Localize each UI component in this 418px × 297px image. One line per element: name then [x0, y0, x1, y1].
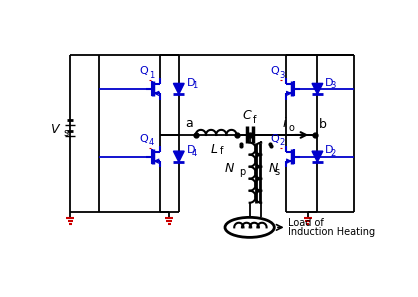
Text: D: D	[186, 78, 195, 88]
Text: 1: 1	[149, 70, 154, 80]
Text: 2: 2	[331, 149, 336, 158]
Polygon shape	[173, 151, 184, 162]
Text: a: a	[186, 117, 194, 130]
Text: Load of: Load of	[288, 218, 324, 228]
Text: Q: Q	[271, 67, 279, 76]
Text: 3: 3	[331, 81, 336, 90]
Text: f: f	[220, 146, 223, 156]
Text: D: D	[325, 145, 334, 155]
Text: b: b	[319, 118, 327, 131]
Polygon shape	[312, 83, 323, 94]
Text: 4: 4	[149, 138, 154, 147]
Text: D: D	[325, 78, 334, 88]
Text: Induction Heating: Induction Heating	[288, 227, 375, 237]
Text: Q: Q	[140, 134, 148, 144]
Text: 3: 3	[280, 70, 285, 80]
Polygon shape	[312, 151, 323, 162]
Polygon shape	[173, 83, 184, 94]
Text: Q: Q	[271, 134, 279, 144]
Text: o: o	[289, 123, 295, 133]
Text: f: f	[253, 115, 256, 125]
Text: D: D	[186, 145, 195, 155]
Text: 2: 2	[280, 138, 285, 147]
Text: 4: 4	[192, 149, 197, 158]
Text: Q: Q	[140, 67, 148, 76]
Text: V: V	[50, 123, 59, 136]
Text: C: C	[243, 109, 252, 122]
Text: s: s	[63, 128, 69, 138]
Text: 1: 1	[192, 81, 197, 90]
Text: N: N	[224, 162, 234, 175]
Text: L: L	[211, 143, 218, 156]
Text: i: i	[282, 117, 286, 129]
Text: p: p	[239, 167, 245, 177]
Text: N: N	[269, 162, 278, 175]
Text: s: s	[274, 167, 279, 177]
